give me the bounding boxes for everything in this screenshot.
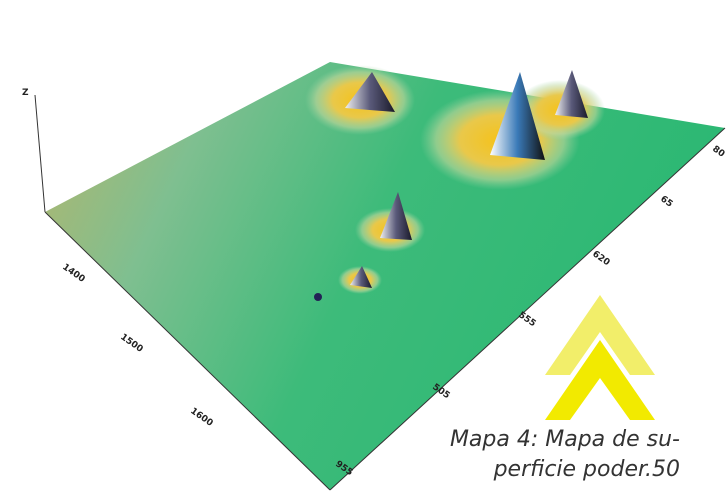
axes: [34, 94, 726, 491]
tick-label: 1400: [60, 262, 86, 285]
z-axis-label: Z: [22, 88, 29, 98]
tick-label: 555: [516, 310, 537, 329]
caption: perficie poder.50: [493, 457, 680, 482]
tick-label: 620: [590, 249, 611, 268]
tick-label: 80: [710, 144, 726, 159]
caption: Mapa 4: Mapa de su-: [450, 427, 680, 452]
arrow-logo: [545, 295, 655, 420]
tick-label: 1500: [118, 332, 144, 355]
tick-label: 65: [658, 194, 674, 209]
surface: [45, 62, 725, 490]
tick-label: 1600: [188, 406, 214, 429]
tick-label: 505: [430, 382, 451, 401]
